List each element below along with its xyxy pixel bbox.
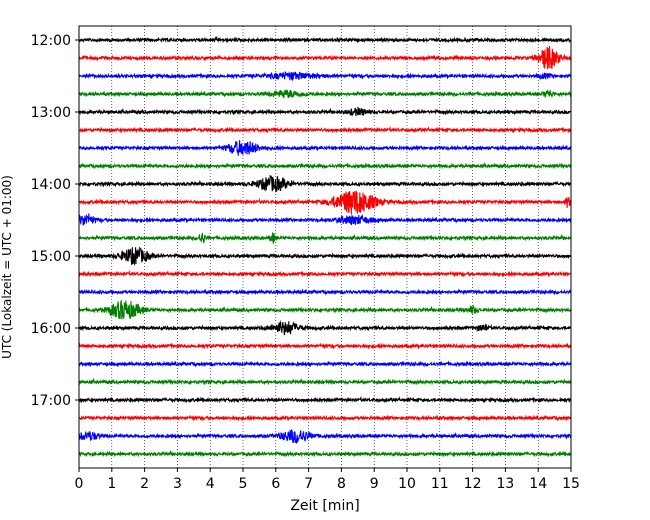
trace-line [78, 360, 572, 368]
trace-line [78, 269, 572, 278]
trace-line [78, 174, 572, 193]
x-tick-label: 6 [271, 476, 280, 492]
x-tick-label: 14 [529, 476, 547, 492]
x-axis-ticks: 0 1 2 3 4 5 6 7 8 9 10 11 12 13 14 15 [75, 468, 580, 492]
y-tick-label: 12:00 [31, 33, 71, 49]
x-tick-label: 8 [337, 476, 346, 492]
x-tick-label: 9 [370, 476, 379, 492]
x-tick-label: 15 [562, 476, 580, 492]
x-tick-label: 10 [398, 476, 416, 492]
x-tick-label: 12 [464, 476, 482, 492]
trace-lines [78, 35, 572, 458]
y-axis-label: UTC (Lokalzeit = UTC + 01:00) [0, 175, 14, 359]
trace-line [78, 45, 572, 70]
trace-line [78, 232, 572, 244]
y-axis-ticks: 12:00 13:00 14:00 15:00 16:00 17:00 [31, 33, 79, 409]
trace-line [78, 342, 572, 350]
x-tick-label: 13 [496, 476, 514, 492]
trace-line [78, 246, 572, 266]
trace-line [78, 89, 572, 99]
trace-line [78, 140, 572, 156]
x-tick-label: 1 [107, 476, 116, 492]
y-tick-label: 13:00 [31, 105, 71, 121]
trace-line [78, 213, 572, 226]
trace-line [78, 429, 572, 444]
trace-line [78, 190, 572, 215]
trace-line [78, 377, 572, 386]
trace-line [78, 288, 572, 296]
trace-line [78, 161, 572, 170]
trace-line [78, 299, 572, 320]
trace-line [78, 449, 572, 458]
y-tick-label: 15:00 [31, 249, 71, 265]
y-tick-label: 16:00 [31, 321, 71, 337]
x-tick-label: 11 [431, 476, 449, 492]
x-tick-label: 3 [173, 476, 182, 492]
trace-line [78, 70, 572, 82]
trace-line [78, 395, 572, 404]
x-tick-label: 0 [75, 476, 84, 492]
x-tick-label: 4 [206, 476, 215, 492]
y-tick-label: 17:00 [31, 393, 71, 409]
x-tick-label: 2 [140, 476, 149, 492]
x-axis-label: Zeit [min] [290, 498, 359, 514]
x-tick-label: 5 [239, 476, 248, 492]
trace-line [78, 106, 572, 117]
trace-line [78, 35, 572, 44]
trace-line [78, 414, 572, 422]
trace-line [78, 319, 572, 336]
x-tick-label: 7 [304, 476, 313, 492]
plot-frame [78, 25, 572, 469]
trace-line [78, 125, 572, 134]
y-tick-label: 14:00 [31, 177, 71, 193]
